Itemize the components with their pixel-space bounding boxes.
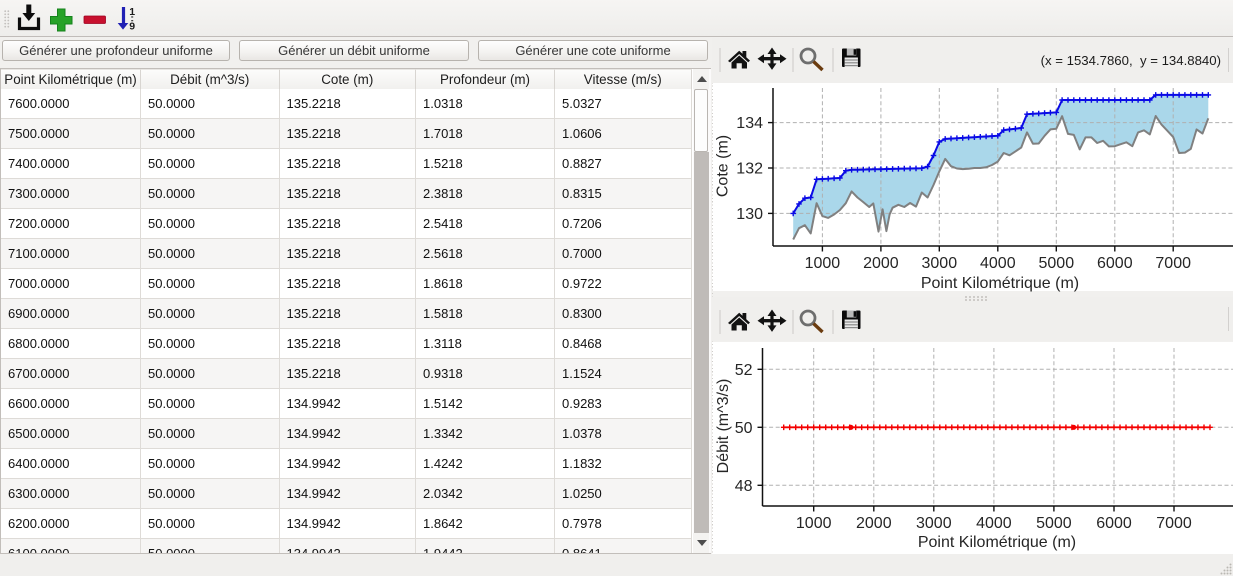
svg-text:9: 9 <box>129 21 135 33</box>
svg-text:1: 1 <box>129 6 135 18</box>
